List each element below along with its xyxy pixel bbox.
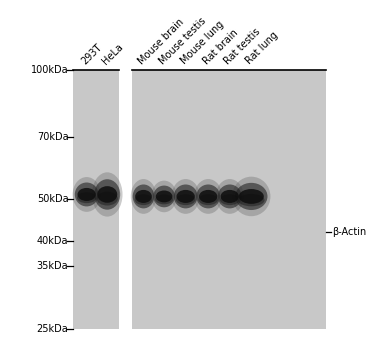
Ellipse shape — [135, 190, 152, 203]
Text: 50kDa: 50kDa — [37, 194, 68, 204]
Ellipse shape — [77, 188, 96, 201]
Text: 293T: 293T — [80, 42, 104, 66]
Ellipse shape — [221, 190, 239, 203]
Text: 70kDa: 70kDa — [37, 132, 68, 141]
Ellipse shape — [77, 192, 96, 203]
Ellipse shape — [97, 192, 118, 205]
Ellipse shape — [131, 179, 156, 214]
Ellipse shape — [174, 184, 197, 208]
Text: HeLa: HeLa — [100, 41, 125, 66]
Ellipse shape — [156, 190, 173, 202]
Text: 35kDa: 35kDa — [37, 261, 68, 271]
Ellipse shape — [133, 184, 154, 208]
Ellipse shape — [171, 179, 200, 214]
Bar — [132, 70, 326, 329]
Ellipse shape — [97, 186, 117, 203]
Ellipse shape — [239, 189, 264, 204]
Text: Rat brain: Rat brain — [201, 27, 240, 66]
Ellipse shape — [232, 177, 270, 216]
Ellipse shape — [176, 194, 196, 205]
Text: Mouse brain: Mouse brain — [136, 16, 186, 66]
Bar — [73, 70, 119, 329]
Text: 25kDa: 25kDa — [36, 324, 68, 334]
Ellipse shape — [199, 190, 217, 203]
Text: Rat lung: Rat lung — [244, 30, 280, 66]
Ellipse shape — [75, 182, 99, 206]
Text: Mouse lung: Mouse lung — [179, 19, 226, 66]
Ellipse shape — [196, 184, 220, 208]
Ellipse shape — [238, 194, 265, 206]
Ellipse shape — [94, 179, 120, 210]
Text: 40kDa: 40kDa — [37, 236, 68, 246]
Ellipse shape — [194, 179, 222, 214]
Ellipse shape — [199, 194, 218, 205]
Text: Rat testis: Rat testis — [223, 26, 262, 66]
Text: 100kDa: 100kDa — [31, 65, 68, 75]
Ellipse shape — [153, 186, 175, 207]
Ellipse shape — [155, 195, 173, 204]
Text: Mouse testis: Mouse testis — [157, 15, 208, 66]
Ellipse shape — [176, 190, 195, 203]
Ellipse shape — [152, 181, 177, 212]
Ellipse shape — [220, 194, 240, 205]
Ellipse shape — [216, 179, 244, 214]
Ellipse shape — [92, 172, 123, 217]
Ellipse shape — [218, 184, 242, 208]
Ellipse shape — [135, 194, 152, 205]
Ellipse shape — [73, 177, 101, 212]
Ellipse shape — [235, 183, 267, 210]
Text: β-Actin: β-Actin — [332, 227, 367, 237]
